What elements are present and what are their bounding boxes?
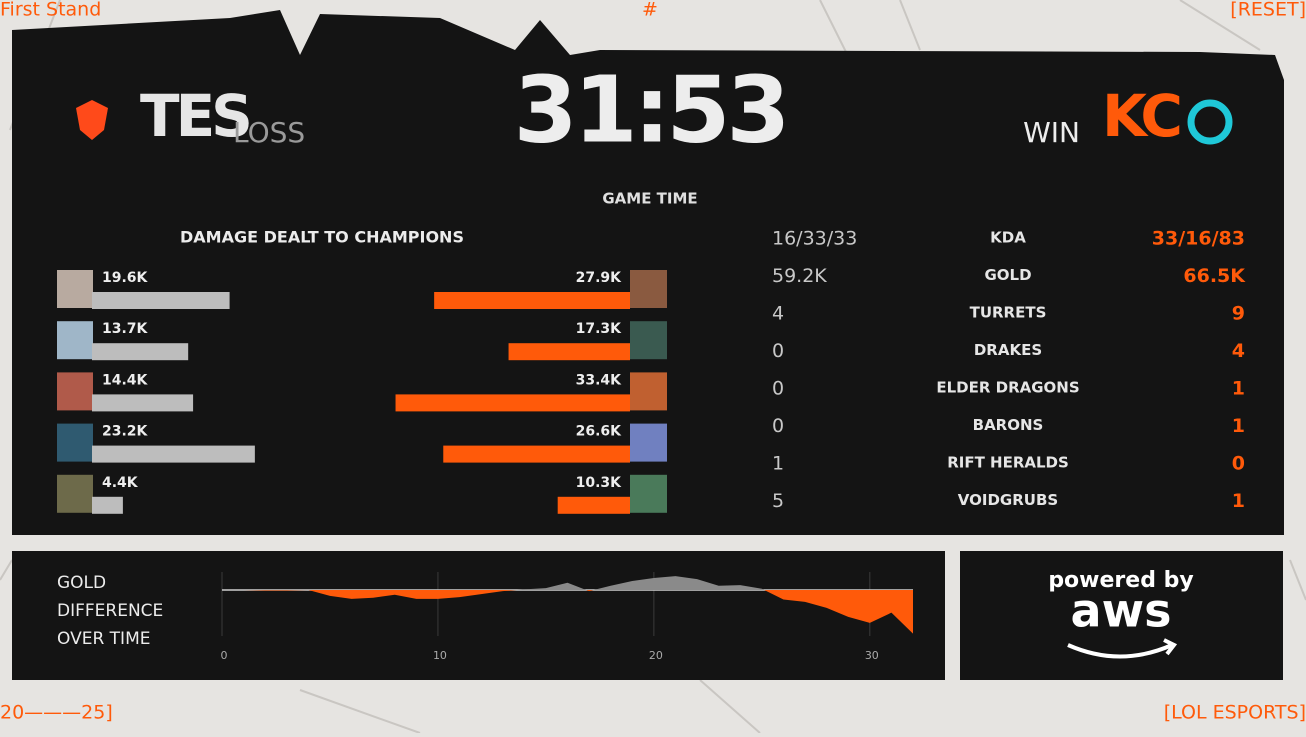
tes-logo: [76, 100, 108, 140]
stat-right: 4: [1232, 340, 1245, 362]
corner-text: [RESET]: [1230, 0, 1306, 21]
stat-label: GOLD: [984, 266, 1031, 284]
stat-right: 0: [1232, 453, 1245, 475]
damage-bar: [395, 394, 630, 412]
stat-left: 4: [772, 303, 784, 325]
damage-bar: [92, 394, 194, 412]
damage-rows: 19.6K 27.9K 13.7K 17.3K 14.4K 33.4K 23.2K 26.6K…: [57, 270, 667, 514]
damage-bar: [443, 445, 630, 463]
damage-title: DAMAGE DEALT TO CHAMPIONS: [180, 228, 464, 247]
stat-left: 16/33/33: [772, 228, 857, 250]
damage-bar: [557, 496, 630, 514]
x-tick-label: 20: [649, 649, 663, 662]
stat-label: DRAKES: [974, 341, 1042, 359]
stat-right: 9: [1232, 303, 1245, 325]
champion-portrait: [57, 474, 93, 513]
damage-label: 26.6K: [576, 424, 623, 440]
champion-portrait: [57, 423, 93, 462]
damage-bar: [508, 343, 630, 361]
stat-left: 5: [772, 490, 784, 512]
champion-portrait: [630, 270, 667, 308]
stat-label: ELDER DRAGONS: [936, 379, 1079, 397]
champion-portrait: [630, 423, 667, 462]
stat-left: 0: [772, 378, 784, 400]
stat-right: 1: [1232, 490, 1245, 512]
stat-right: 66.5K: [1183, 265, 1246, 287]
champion-portrait: [630, 372, 667, 411]
damage-label: 33.4K: [576, 372, 623, 388]
stats-table: 16/33/33 KDA 33/16/83 59.2K GOLD 66.5K 4 TURRET…: [772, 228, 1246, 513]
chart-title: OVER TIME: [57, 629, 150, 649]
damage-bar: [434, 292, 630, 309]
corner-text: First Stand: [0, 0, 101, 21]
stat-right: 1: [1232, 378, 1245, 400]
stat-label: KDA: [990, 229, 1026, 247]
damage-bar: [92, 343, 189, 361]
champion-portrait: [57, 270, 93, 308]
result: WIN: [1023, 116, 1080, 149]
stat-label: RIFT HERALDS: [947, 454, 1069, 472]
x-tick-label: 0: [221, 649, 228, 662]
gold-chart: 0 10 20 30: [221, 572, 913, 662]
damage-bar: [92, 496, 123, 514]
gold-panel: [12, 551, 945, 680]
damage-label: 10.3K: [576, 475, 623, 491]
chart-title: DIFFERENCE: [57, 601, 163, 621]
champion-portrait: [57, 321, 93, 360]
sponsor-text: powered by: [1048, 568, 1193, 593]
stat-label: BARONS: [973, 416, 1044, 434]
kc-logo: [1187, 99, 1233, 145]
damage-label: 23.2K: [102, 424, 149, 440]
team-name: TES: [140, 82, 249, 150]
team-name: KC: [1102, 82, 1179, 150]
damage-bar: [92, 292, 230, 309]
damage-label: 14.4K: [102, 372, 149, 388]
champion-portrait: [57, 372, 93, 411]
damage-label: 19.6K: [102, 270, 149, 286]
chart-title: GOLD: [57, 573, 106, 593]
sponsor-logo: aws: [1071, 584, 1172, 638]
damage-label: 27.9K: [576, 270, 623, 286]
corner-text: 20———25]: [0, 702, 113, 724]
stat-left: 1: [772, 453, 784, 475]
corner-text: #: [642, 0, 658, 21]
stat-left: 0: [772, 340, 784, 362]
stat-label: VOIDGRUBS: [958, 491, 1058, 509]
stat-left: 0: [772, 415, 784, 437]
x-tick-label: 30: [865, 649, 879, 662]
damage-label: 13.7K: [102, 321, 149, 337]
stat-right: 1: [1232, 415, 1245, 437]
damage-label: 4.4K: [102, 475, 139, 491]
sponsor-smile: [1067, 638, 1178, 659]
corner-text: [LOL ESPORTS]: [1164, 702, 1306, 724]
game-time: 31:53: [514, 56, 787, 163]
gold-area: [222, 576, 913, 634]
champion-portrait: [630, 321, 667, 360]
stat-label: TURRETS: [970, 304, 1047, 322]
x-tick-label: 10: [433, 649, 447, 662]
result: LOSS: [233, 116, 305, 149]
stat-right: 33/16/83: [1152, 228, 1245, 250]
sponsor-panel: [960, 551, 1283, 680]
damage-label: 17.3K: [576, 321, 623, 337]
game-time-label: GAME TIME: [602, 190, 697, 208]
stat-left: 59.2K: [772, 265, 827, 287]
damage-bar: [92, 445, 255, 463]
champion-portrait: [630, 474, 667, 513]
